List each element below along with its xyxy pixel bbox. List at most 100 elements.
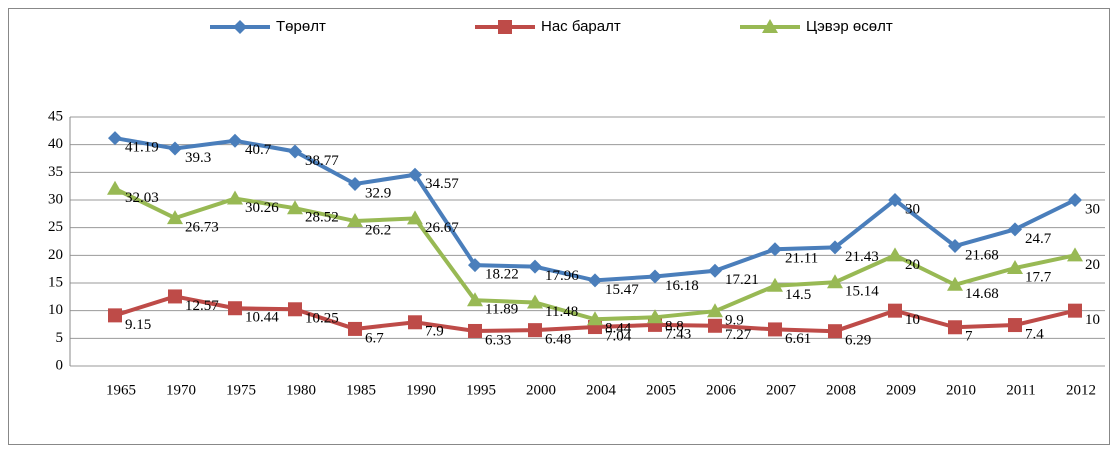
data-point — [288, 302, 302, 317]
y-tick-label: 10 — [48, 302, 63, 318]
x-tick-label: 2007 — [766, 382, 797, 398]
x-tick-label: 1980 — [286, 382, 316, 398]
data-label: 7.43 — [665, 326, 691, 342]
legend-label: Цэвэр өсөлт — [806, 18, 893, 35]
data-point — [1008, 222, 1022, 237]
data-point — [1068, 193, 1082, 207]
data-label: 21.11 — [785, 251, 818, 267]
y-tick-label: 30 — [48, 191, 63, 207]
legend-marker — [233, 20, 247, 34]
data-label: 14.5 — [785, 287, 811, 303]
y-tick-label: 0 — [56, 357, 64, 373]
data-point — [1007, 260, 1023, 275]
x-tick-label: 2011 — [1006, 382, 1035, 398]
data-point — [587, 311, 603, 326]
y-tick-label: 5 — [56, 330, 64, 346]
data-label: 21.68 — [965, 247, 999, 263]
data-label: 7 — [965, 329, 973, 345]
data-point — [347, 213, 363, 228]
data-label: 30.26 — [245, 200, 279, 216]
data-point — [708, 263, 722, 278]
x-tick-label: 1975 — [226, 382, 256, 398]
data-label: 12.57 — [185, 298, 219, 314]
x-tick-label: 1990 — [406, 382, 436, 398]
data-point — [108, 308, 122, 323]
data-point — [1067, 247, 1083, 262]
data-point — [408, 315, 422, 330]
data-point — [467, 292, 483, 307]
data-label: 38.77 — [305, 153, 339, 169]
data-point — [828, 324, 842, 339]
data-point — [468, 258, 482, 273]
y-tick-label: 45 — [48, 108, 63, 124]
data-label: 17.7 — [1025, 269, 1052, 285]
data-label: 30 — [905, 201, 920, 217]
data-label: 24.7 — [1025, 231, 1052, 247]
data-point — [348, 176, 362, 191]
data-point — [888, 193, 902, 207]
data-label: 8.44 — [605, 321, 632, 337]
data-point — [828, 240, 842, 255]
data-point — [228, 301, 242, 316]
data-label: 9.9 — [725, 313, 744, 329]
data-label: 30 — [1085, 201, 1100, 217]
data-point — [227, 190, 243, 205]
data-label: 10 — [1085, 312, 1100, 328]
data-label: 6.48 — [545, 332, 571, 348]
data-label: 7.27 — [725, 327, 752, 343]
data-point — [288, 144, 302, 159]
data-point — [168, 289, 182, 304]
x-tick-label: 2006 — [706, 382, 737, 398]
data-label: 15.14 — [845, 284, 879, 300]
data-point — [527, 294, 543, 309]
data-point — [647, 309, 663, 324]
data-label: 7.04 — [605, 328, 632, 344]
data-point — [168, 141, 182, 156]
data-label: 7.9 — [425, 324, 444, 340]
data-label: 10.25 — [305, 311, 339, 327]
legend-marker — [762, 19, 778, 33]
data-label: 34.57 — [425, 176, 459, 192]
data-label: 26.73 — [185, 220, 219, 236]
y-tick-label: 35 — [48, 164, 63, 180]
data-label: 7.4 — [1025, 326, 1044, 342]
data-point — [528, 259, 542, 274]
data-point — [108, 131, 122, 146]
y-tick-label: 40 — [48, 136, 63, 152]
x-tick-label: 2004 — [586, 382, 617, 398]
data-point — [887, 247, 903, 262]
x-tick-label: 1970 — [166, 382, 196, 398]
legend-label: Нас баралт — [541, 18, 621, 35]
data-point — [767, 277, 783, 292]
y-tick-label: 25 — [48, 219, 63, 235]
data-point — [888, 303, 902, 318]
x-tick-label: 1995 — [466, 382, 496, 398]
data-label: 11.48 — [545, 304, 578, 320]
data-label: 16.18 — [665, 278, 699, 294]
data-point — [228, 133, 242, 148]
data-label: 8.8 — [665, 319, 684, 335]
data-label: 28.52 — [305, 210, 339, 226]
data-label: 6.33 — [485, 332, 511, 348]
data-label: 40.7 — [245, 142, 272, 158]
data-label: 18.22 — [485, 267, 519, 283]
data-point — [407, 210, 423, 225]
data-point — [588, 273, 602, 288]
x-tick-label: 2008 — [826, 382, 856, 398]
data-point — [287, 200, 303, 215]
data-point — [1068, 303, 1082, 318]
x-tick-label: 2005 — [646, 382, 676, 398]
y-tick-label: 15 — [48, 274, 63, 290]
data-label: 6.7 — [365, 330, 384, 346]
data-point — [528, 323, 542, 338]
data-point — [167, 210, 183, 225]
data-point — [948, 320, 962, 335]
chart-border — [8, 8, 1110, 445]
data-label: 15.47 — [605, 282, 639, 298]
data-label: 32.03 — [125, 190, 159, 206]
data-point — [768, 242, 782, 257]
legend-label: Төрөлт — [276, 18, 326, 35]
data-point — [947, 276, 963, 291]
data-point — [348, 321, 362, 336]
data-point — [1008, 318, 1022, 333]
